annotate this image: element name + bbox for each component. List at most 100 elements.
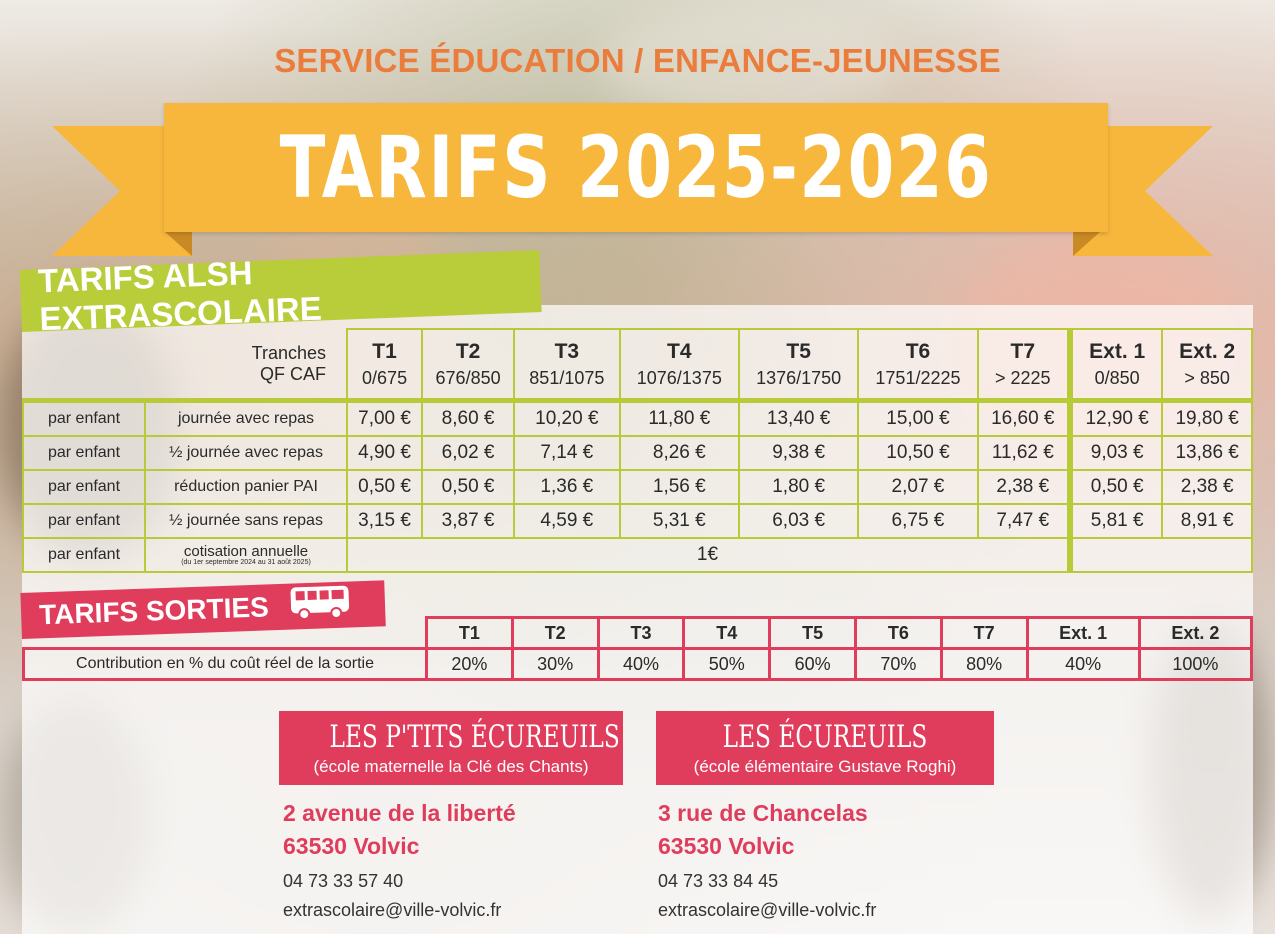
percent-cell: 60% bbox=[768, 647, 857, 681]
banner-tail-right bbox=[1073, 126, 1213, 266]
percent-cell: 50% bbox=[682, 647, 772, 681]
tranche-name: T4 bbox=[667, 339, 692, 363]
row-label: ½ journée sans repas bbox=[144, 503, 348, 539]
tranche-header: T7 > 2225 bbox=[976, 328, 1071, 402]
price-cell: 5,81 € bbox=[1066, 503, 1164, 539]
row-who: par enfant bbox=[22, 469, 146, 505]
tranche-header: T2 676/850 bbox=[421, 328, 516, 402]
bus-icon bbox=[288, 583, 351, 628]
price-cell: 1,56 € bbox=[618, 469, 740, 505]
qf-label: Tranches QF CAF bbox=[23, 329, 348, 401]
row-who: par enfant bbox=[22, 398, 146, 437]
tranche-range: 0/675 bbox=[362, 367, 408, 388]
sorties-header-cell: T3 bbox=[596, 616, 686, 650]
school-name: LES ÉCUREUILS bbox=[722, 719, 928, 755]
price-cell: 16,60 € bbox=[976, 398, 1071, 437]
tranche-range: 1076/1375 bbox=[636, 367, 722, 388]
tranche-range: 1376/1750 bbox=[756, 367, 842, 388]
row-label: réduction panier PAI bbox=[144, 469, 348, 505]
row-label: ½ journée avec repas bbox=[144, 435, 348, 471]
tranche-range: > 2225 bbox=[995, 367, 1051, 388]
qf-label-line1: Tranches bbox=[251, 342, 326, 363]
price-cell: 0,50 € bbox=[1066, 469, 1164, 505]
tranche-name: Ext. 2 bbox=[1179, 339, 1236, 363]
tranche-name: T1 bbox=[372, 339, 397, 363]
school-ecureuils: LES ÉCUREUILS (école élémentaire Gustave… bbox=[656, 711, 994, 925]
address-line1: 3 rue de Chancelas bbox=[658, 800, 868, 826]
school-address: 3 rue de Chancelas 63530 Volvic bbox=[656, 797, 994, 863]
sorties-header-cell: T5 bbox=[768, 616, 857, 650]
price-cell: 7,47 € bbox=[976, 503, 1071, 539]
school-name: LES P'TITS ÉCUREUILS bbox=[329, 719, 620, 755]
school-badge: LES ÉCUREUILS (école élémentaire Gustave… bbox=[656, 711, 994, 785]
table-row: Contribution en % du coût réel de la sor… bbox=[22, 647, 1254, 681]
price-cell: 11,62 € bbox=[976, 435, 1071, 471]
price-cell: 8,60 € bbox=[421, 398, 516, 437]
email-link[interactable]: extrascolaire@ville-volvic.fr bbox=[658, 900, 877, 920]
price-cell: 4,90 € bbox=[345, 435, 424, 471]
percent-cell: 40% bbox=[1025, 647, 1141, 681]
tranche-range: > 850 bbox=[1184, 367, 1230, 388]
price-cell: 13,40 € bbox=[737, 398, 860, 437]
percent-cell: 80% bbox=[939, 647, 1029, 681]
price-cell: 7,14 € bbox=[513, 435, 621, 471]
percent-cell: 30% bbox=[510, 647, 600, 681]
price-cell: 0,50 € bbox=[345, 469, 424, 505]
row-who: par enfant bbox=[22, 503, 146, 539]
percent-cell: 70% bbox=[853, 647, 943, 681]
alsh-header-row: Tranches QF CAF T1 0/675 T2 676/850 T3 851/… bbox=[23, 328, 1253, 402]
tranche-header: T6 1751/2225 bbox=[857, 328, 979, 402]
tranche-header: Ext. 1 0/850 bbox=[1066, 328, 1164, 402]
sorties-header-row: T1 T2 T3 T4 T5 T6 T7 Ext. 1 Ext. 2 bbox=[24, 616, 1254, 650]
sorties-section-label: TARIFS SORTIES bbox=[38, 591, 270, 631]
table-row: par enfant cotisation annuelle (du 1er s… bbox=[22, 537, 1254, 573]
price-cell: 6,75 € bbox=[857, 503, 979, 539]
price-cell: 2,38 € bbox=[1161, 469, 1253, 505]
phone-number: 04 73 33 57 40 bbox=[283, 871, 404, 891]
sorties-header-cell: T1 bbox=[425, 616, 514, 650]
banner-title: TARIFS 2025-2026 bbox=[279, 117, 993, 218]
school-subtitle: (école maternelle la Clé des Chants) bbox=[313, 757, 589, 776]
price-cell: 19,80 € bbox=[1161, 398, 1253, 437]
price-cell: 3,87 € bbox=[421, 503, 516, 539]
cotisation-label: cotisation annuelle bbox=[183, 542, 309, 560]
tranche-range: 0/850 bbox=[1094, 367, 1140, 388]
tranche-range: 676/850 bbox=[435, 367, 501, 388]
tranche-header: T3 851/1075 bbox=[513, 328, 621, 402]
table-row: par enfant journée avec repas 7,00 € 8,6… bbox=[22, 398, 1253, 437]
price-cell: 1,80 € bbox=[737, 469, 860, 505]
price-cell: 2,07 € bbox=[857, 469, 979, 505]
sorties-section-title: TARIFS SORTIES bbox=[20, 580, 386, 639]
cotisation-label-cell: cotisation annuelle (du 1er septembre 20… bbox=[144, 537, 348, 573]
school-contact: 04 73 33 84 45 extrascolaire@ville-volvi… bbox=[656, 867, 994, 925]
price-cell: 3,15 € bbox=[345, 503, 424, 539]
school-ptits-ecureuils: LES P'TITS ÉCUREUILS (école maternelle l… bbox=[279, 711, 623, 925]
table-row: par enfant réduction panier PAI 0,50 € 0… bbox=[22, 469, 1253, 505]
price-cell: 8,26 € bbox=[618, 435, 740, 471]
price-cell: 4,59 € bbox=[513, 503, 621, 539]
price-cell: 0,50 € bbox=[421, 469, 516, 505]
price-cell: 6,02 € bbox=[421, 435, 516, 471]
email-link[interactable]: extrascolaire@ville-volvic.fr bbox=[283, 900, 502, 920]
price-cell: 8,91 € bbox=[1161, 503, 1253, 539]
banner-tail-left bbox=[52, 126, 192, 266]
sorties-header-cell: T2 bbox=[510, 616, 600, 650]
tranche-range: 1751/2225 bbox=[875, 367, 961, 388]
price-cell: 11,80 € bbox=[618, 398, 740, 437]
tranche-header: Ext. 2 > 850 bbox=[1161, 328, 1253, 402]
price-cell: 6,03 € bbox=[737, 503, 860, 539]
tranche-name: Ext. 1 bbox=[1089, 339, 1146, 363]
tranche-header: T5 1376/1750 bbox=[737, 328, 860, 402]
tranche-header: T4 1076/1375 bbox=[618, 328, 740, 402]
price-cell: 13,86 € bbox=[1161, 435, 1253, 471]
price-cell: 10,20 € bbox=[513, 398, 621, 437]
phone-number: 04 73 33 84 45 bbox=[658, 871, 779, 891]
sorties-header-cell: Ext. 1 bbox=[1025, 616, 1141, 650]
title-banner: TARIFS 2025-2026 bbox=[164, 103, 1108, 232]
address-line1: 2 avenue de la liberté bbox=[283, 800, 516, 826]
tranche-name: T3 bbox=[554, 339, 580, 363]
tranche-name: T5 bbox=[786, 339, 811, 363]
cotisation-note: (du 1er septembre 2024 au 31 août 2025) bbox=[181, 558, 311, 566]
tranche-range: 851/1075 bbox=[529, 367, 605, 388]
table-row: par enfant ½ journée sans repas 3,15 € 3… bbox=[22, 503, 1253, 539]
